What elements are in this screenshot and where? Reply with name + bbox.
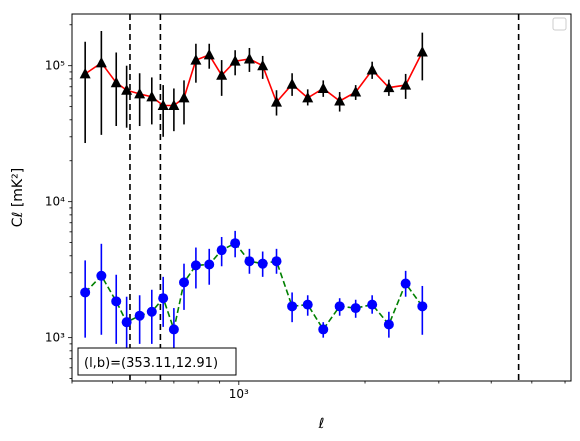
annotation-box: (l,b)=(353.11,12.91)	[77, 347, 237, 376]
data-point-triangle	[317, 82, 329, 93]
data-point-triangle	[383, 81, 395, 93]
data-point-circle	[121, 317, 132, 328]
data-point-triangle	[79, 67, 91, 79]
ticks-layer: 10³ 10³ 10⁴ 10⁵	[45, 24, 566, 401]
data-point-triangle	[134, 87, 146, 99]
data-point-triangle	[216, 69, 228, 80]
data-point-circle	[111, 296, 122, 307]
data-point-triangle	[203, 48, 215, 60]
data-point-circle	[302, 299, 313, 310]
data-point-triangle	[190, 54, 202, 65]
data-point-triangle	[110, 76, 122, 88]
data-point-circle	[271, 256, 282, 267]
data-point-circle	[204, 259, 215, 270]
data-point-circle	[367, 299, 378, 310]
legend-frame	[552, 17, 567, 31]
data-point-triangle	[121, 84, 133, 95]
data-point-circle	[179, 277, 190, 288]
data-point-triangle	[416, 46, 428, 57]
data-point-circle	[318, 324, 329, 335]
data-point-circle	[80, 287, 91, 298]
x-axis-label: ℓ	[318, 416, 325, 432]
data-point-triangle	[178, 91, 190, 103]
data-point-circle	[168, 324, 179, 335]
data-point-circle	[417, 301, 428, 312]
data-point-triangle	[286, 78, 298, 89]
y-tick-label: 10³	[45, 331, 65, 345]
data-point-circle	[244, 256, 255, 267]
y-tick-label: 10⁴	[45, 195, 65, 209]
data-point-triangle	[400, 79, 412, 90]
data-point-triangle	[366, 63, 378, 75]
data-point-triangle	[157, 99, 169, 110]
data-point-circle	[96, 270, 107, 281]
data-point-circle	[334, 301, 345, 312]
data-point-triangle	[146, 90, 158, 102]
data-point-circle	[383, 319, 394, 330]
data-point-circle	[230, 238, 241, 249]
data-point-circle	[400, 278, 411, 289]
legend	[552, 17, 567, 31]
data-point-triangle	[168, 99, 180, 110]
data-point-circle	[158, 293, 169, 304]
data-point-triangle	[334, 95, 346, 106]
data-point-triangle	[95, 56, 107, 68]
series-1	[79, 30, 428, 144]
data-point-circle	[287, 301, 298, 312]
annotation-frame	[77, 347, 237, 376]
y-tick-label: 10⁵	[45, 59, 65, 73]
plot-frame	[71, 13, 572, 382]
series-layer	[79, 30, 428, 359]
data-point-circle	[190, 260, 201, 271]
data-point-circle	[216, 245, 227, 256]
data-point-triangle	[229, 55, 241, 66]
data-point-circle	[350, 303, 361, 314]
annotation-text: (l,b)=(353.11,12.91)	[84, 356, 218, 371]
data-point-circle	[257, 258, 268, 269]
data-point-triangle	[271, 96, 283, 107]
data-point-circle	[134, 310, 145, 321]
data-point-triangle	[350, 86, 362, 97]
data-point-triangle	[257, 59, 269, 71]
y-axis-label: Cℓ [mK²]	[10, 168, 26, 227]
x-tick-label: 10³	[229, 387, 249, 401]
series-2	[80, 230, 428, 359]
data-point-circle	[146, 306, 157, 317]
data-point-triangle	[302, 91, 314, 103]
data-point-triangle	[243, 53, 255, 64]
